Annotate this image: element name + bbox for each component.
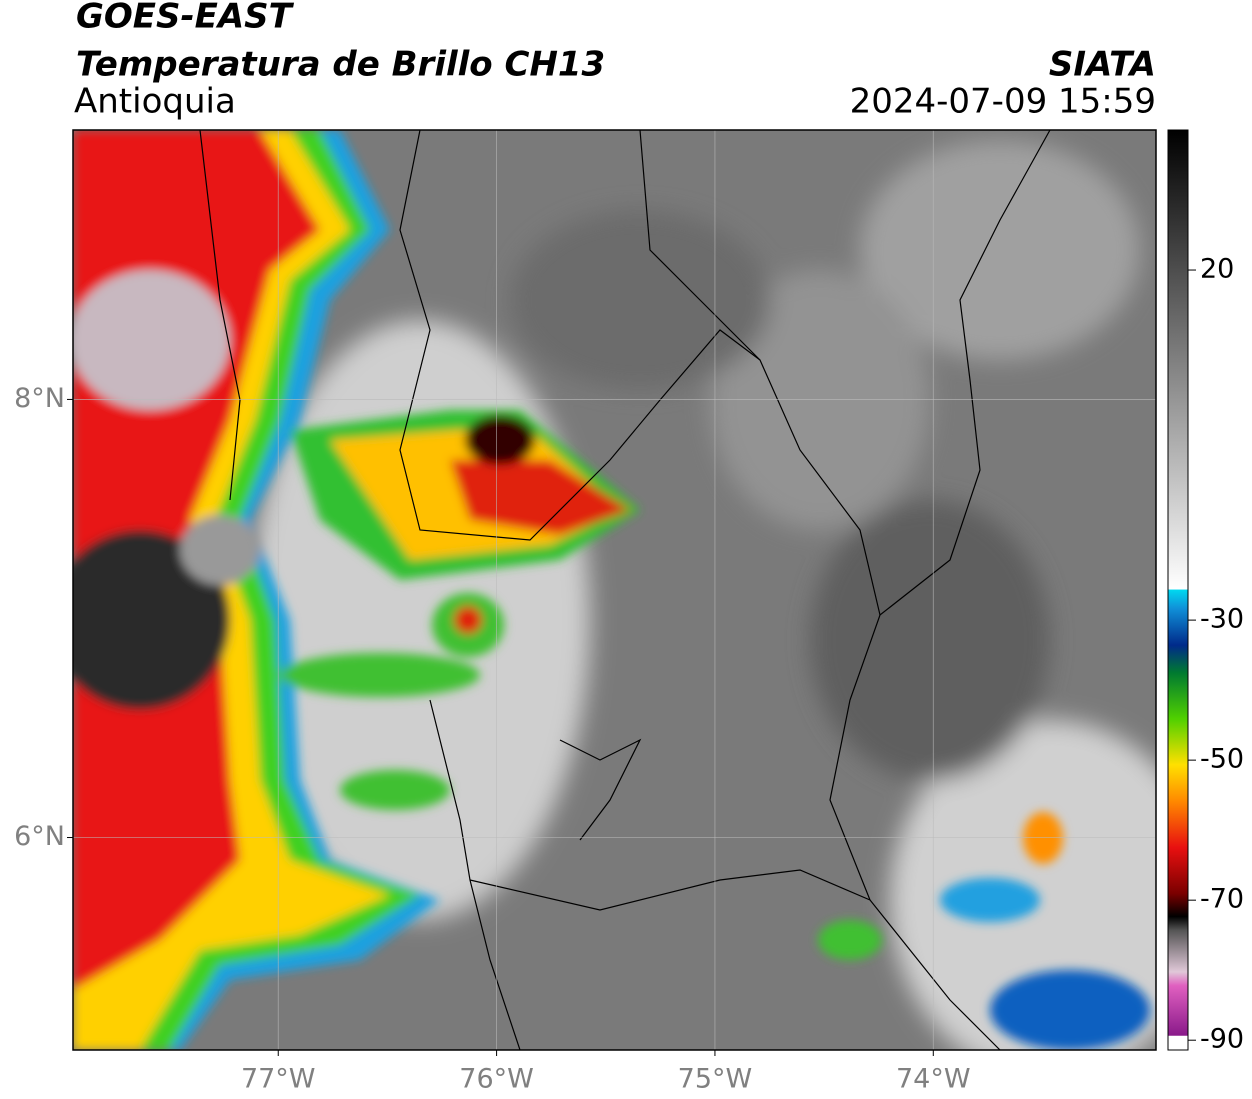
borders: [199, 130, 1051, 1050]
tick-labels: 77°W 76°W 75°W 74°W 8°N 6°N 20 -30 -50 -70 -90: [14, 254, 1244, 1095]
y-tick-label: 8°N: [14, 383, 65, 414]
grid: [73, 130, 1156, 1050]
x-tick-label: 74°W: [896, 1064, 971, 1095]
colorbar-tick-label: -50: [1200, 744, 1244, 775]
region: Antioquia: [74, 82, 236, 122]
timestamp: 2024-07-09 15:59: [850, 82, 1156, 122]
source: SIATA: [1049, 45, 1156, 85]
map-frame: [72, 129, 1157, 1051]
colorbar: [1167, 129, 1189, 1051]
x-tick-label: 75°W: [678, 1064, 753, 1095]
title: GOES-EAST: [76, 0, 295, 37]
subtitle: Temperatura de Brillo CH13: [76, 45, 605, 85]
x-tick-label: 76°W: [459, 1064, 534, 1095]
colorbar-tick-label: -90: [1200, 1024, 1244, 1055]
colorbar-tick-label: -70: [1200, 884, 1244, 915]
colorbar-tick-label: -30: [1200, 604, 1244, 635]
satellite-image: [73, 130, 1156, 1050]
colorbar-tick-label: 20: [1200, 254, 1234, 285]
x-tick-label: 77°W: [241, 1064, 316, 1095]
y-tick-label: 6°N: [14, 821, 65, 852]
